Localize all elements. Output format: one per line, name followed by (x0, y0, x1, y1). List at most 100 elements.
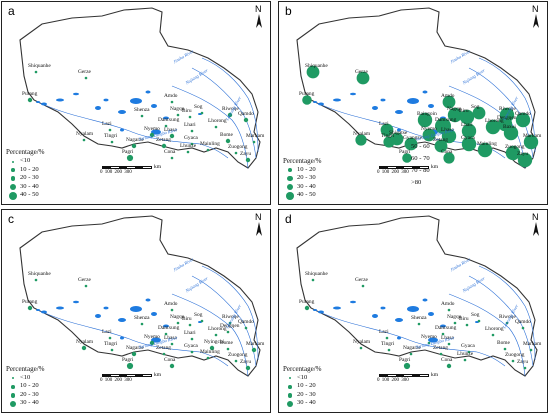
station-point (110, 140, 114, 144)
lake (350, 300, 356, 304)
station-point (251, 347, 257, 353)
legend-label: 30 - 40 (297, 399, 316, 407)
station-point (515, 112, 531, 128)
legend-item: 10 - 20 (283, 382, 321, 392)
station-point (422, 128, 436, 142)
station-point (503, 125, 519, 141)
station-point (427, 341, 431, 345)
scale-unit: km (154, 164, 162, 170)
station-label: Lhasa (164, 127, 177, 133)
station-label: Cona (441, 149, 453, 155)
station-label: Lhorong (485, 118, 504, 124)
map-panel-c: Shiquanhe Gerze Purang Amdo Shenza Nagqu Biru S… (1, 209, 271, 413)
station-label: Shiquanhe (28, 63, 51, 69)
station-label: Zuogong (505, 352, 525, 358)
station-label: Zayu (517, 151, 529, 157)
north-arrow-icon: N (252, 212, 266, 238)
station-label: Nyalam (76, 131, 94, 137)
legend-item: <10 (283, 374, 321, 383)
lake (41, 102, 47, 106)
station-label: Gyaca (184, 135, 198, 141)
station-point (82, 138, 86, 142)
lake (130, 306, 142, 312)
legend-item: 40 - 50 (283, 191, 321, 201)
station-point (417, 112, 433, 128)
station-point (188, 115, 192, 119)
station-label: Sog (471, 312, 480, 318)
station-point (443, 152, 455, 164)
station-point (252, 140, 256, 144)
station-point (245, 157, 251, 163)
river-line (478, 265, 536, 361)
station-point (356, 71, 370, 85)
station-label: Gerze (78, 277, 91, 283)
station-label: Lhasa (441, 127, 454, 133)
station-label: Gyaca (461, 135, 475, 141)
station-label: Pagri (399, 357, 411, 363)
legend-item: 60 - 70 (411, 155, 430, 168)
panel-letter: d (285, 212, 292, 226)
legend-item: 30 - 40 (283, 183, 321, 192)
tibet-boundary (19, 215, 261, 377)
station-label: Damxung (158, 117, 180, 123)
station-point (477, 142, 493, 158)
legend-title: Percentage/% (283, 156, 322, 165)
lake (422, 90, 428, 94)
station-label: Amdo (164, 93, 178, 99)
station-point (243, 117, 249, 123)
station-label: Dengqen (497, 115, 517, 121)
station-point (402, 153, 412, 163)
lake (407, 98, 419, 104)
lake (73, 300, 79, 304)
station-label: Sog (471, 104, 480, 110)
legend-label: 10 - 20 (297, 165, 316, 173)
station-label: Tingri (104, 133, 118, 139)
station-point (472, 106, 486, 120)
station-point (404, 137, 418, 151)
legend-item: 30 - 40 (6, 399, 44, 409)
station-point (453, 321, 457, 325)
station-point (164, 124, 168, 128)
station-label: Amdo (164, 301, 178, 307)
legend-item: 30 - 40 (283, 399, 321, 409)
station-point (467, 350, 471, 354)
legend-item: <10 (6, 374, 44, 383)
legend-label: 40 - 50 (20, 191, 39, 199)
scale-unit: km (431, 164, 439, 170)
lake (428, 312, 434, 316)
station-point (517, 152, 533, 168)
map-panel-a: Shiquanhe Gerze Purang Amdo Shenza Nagqu Biru S… (1, 1, 271, 205)
station-label: Qamdo (238, 111, 254, 117)
legend-label: 10 - 20 (20, 382, 39, 390)
station-point (110, 348, 114, 352)
legend-item: 20 - 30 (6, 174, 44, 184)
station-label: Gerze (355, 277, 368, 283)
legend-label: 10 - 20 (297, 382, 316, 390)
station-point (234, 359, 238, 363)
station-point (447, 107, 463, 123)
station-point (306, 65, 320, 79)
station-point (161, 143, 167, 149)
legend-label: 10 - 20 (20, 165, 39, 173)
station-point (477, 319, 481, 323)
station-label: Lazi (379, 121, 389, 127)
legend-item: 40 - 50 (6, 191, 44, 201)
station-label: Markam (523, 341, 542, 347)
lake (313, 101, 317, 103)
river-line (37, 309, 229, 367)
river-line (171, 293, 249, 377)
station-label: Nagarze (126, 345, 144, 351)
station-point (34, 70, 38, 74)
tibet-boundary (296, 215, 538, 377)
station-label: Nyemo (421, 126, 437, 132)
station-point (463, 358, 467, 362)
station-point (409, 352, 413, 356)
station-point (140, 322, 144, 326)
station-point (140, 114, 144, 118)
scale-unit: km (154, 372, 162, 378)
station-point (441, 128, 457, 144)
legend-item: 10 - 20 (6, 382, 44, 392)
station-point (188, 323, 192, 327)
lake (372, 314, 378, 318)
station-label: Qamdo (238, 319, 254, 325)
